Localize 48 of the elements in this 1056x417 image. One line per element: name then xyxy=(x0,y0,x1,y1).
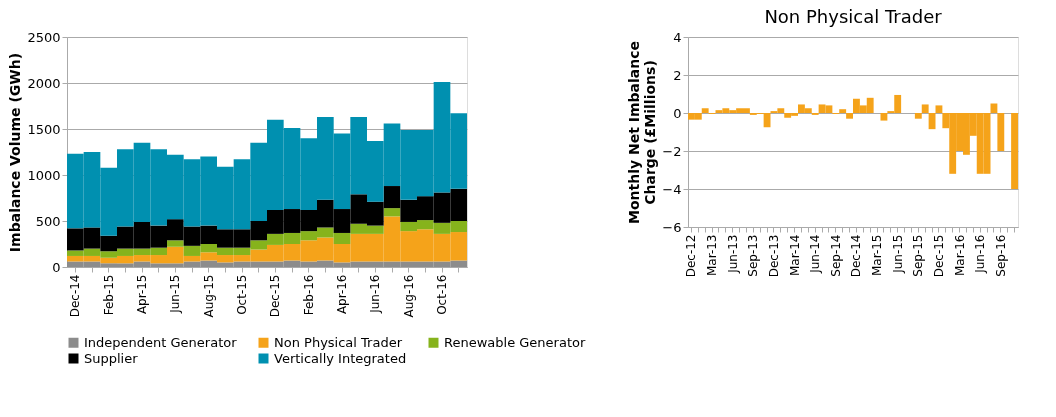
x-tick-label: Sep-14 xyxy=(828,234,843,277)
x-tick-label: Jun-16 xyxy=(368,274,383,314)
legend-label: Independent Generator xyxy=(84,334,238,350)
legend-label: Supplier xyxy=(84,350,139,366)
x-tick-label: Jun-15 xyxy=(890,234,905,274)
x-tick-label: Sep-16 xyxy=(993,234,1008,277)
x-tick-label: Dec-13 xyxy=(766,234,781,278)
x-tick-label: Mar-14 xyxy=(787,234,802,276)
legend-label: Non Physical Trader xyxy=(274,334,403,350)
x-tick-label: Jun-15 xyxy=(168,274,183,314)
y-tick-label: 500 xyxy=(35,213,61,229)
x-tick-label: Jun-13 xyxy=(725,234,740,274)
y-tick-label: 2000 xyxy=(27,75,61,91)
x-tick-label: Aug-15 xyxy=(201,274,216,318)
x-tick-label: Mar-15 xyxy=(870,234,885,276)
y-axis-title: Monthly Net Imbalance Charge (£Millions) xyxy=(626,40,659,225)
y-tick-label: 4 xyxy=(673,29,682,45)
x-tick-label: Jun-14 xyxy=(808,234,823,274)
x-tick-label: Jun-16 xyxy=(973,234,988,274)
x-tick-label: Dec-15 xyxy=(931,234,946,278)
y-axis-title: Imbalance Volume (GWh) xyxy=(7,52,24,253)
y-tick-label: 0 xyxy=(52,259,61,275)
y-tick-label: 2500 xyxy=(27,29,61,45)
x-tick-label: Oct-16 xyxy=(435,274,449,315)
y-tick-label: −4 xyxy=(662,181,682,197)
x-tick-label: Oct-15 xyxy=(235,274,249,315)
y-tick-label: 0 xyxy=(673,105,682,121)
x-tick-label: Sep-15 xyxy=(911,234,926,277)
x-tick-label: Dec-14 xyxy=(849,234,864,278)
legend-label: Vertically Integrated xyxy=(274,350,407,366)
y-tick-label: 1000 xyxy=(27,167,61,183)
x-tick-label: Feb-15 xyxy=(101,274,116,316)
x-tick-label: Mar-13 xyxy=(705,234,720,276)
x-tick-label: Dec-15 xyxy=(268,274,283,318)
x-tick-label: Mar-16 xyxy=(952,234,967,276)
legend-label: Renewable Generator xyxy=(444,334,586,350)
x-tick-label: Sep-13 xyxy=(746,234,761,277)
y-tick-label: −2 xyxy=(662,143,682,159)
chart-title: Non Physical Trader xyxy=(764,6,943,27)
x-tick-label: Feb-16 xyxy=(301,274,316,316)
x-tick-label: Dec-14 xyxy=(68,274,83,318)
y-tick-label: 2 xyxy=(673,67,682,83)
y-tick-label: −6 xyxy=(662,219,682,235)
x-tick-label: Apr-15 xyxy=(135,274,149,315)
x-tick-label: Apr-16 xyxy=(335,274,349,315)
x-tick-label: Dec-12 xyxy=(684,234,699,278)
x-tick-label: Aug-16 xyxy=(401,274,416,318)
y-tick-label: 1500 xyxy=(27,121,61,137)
